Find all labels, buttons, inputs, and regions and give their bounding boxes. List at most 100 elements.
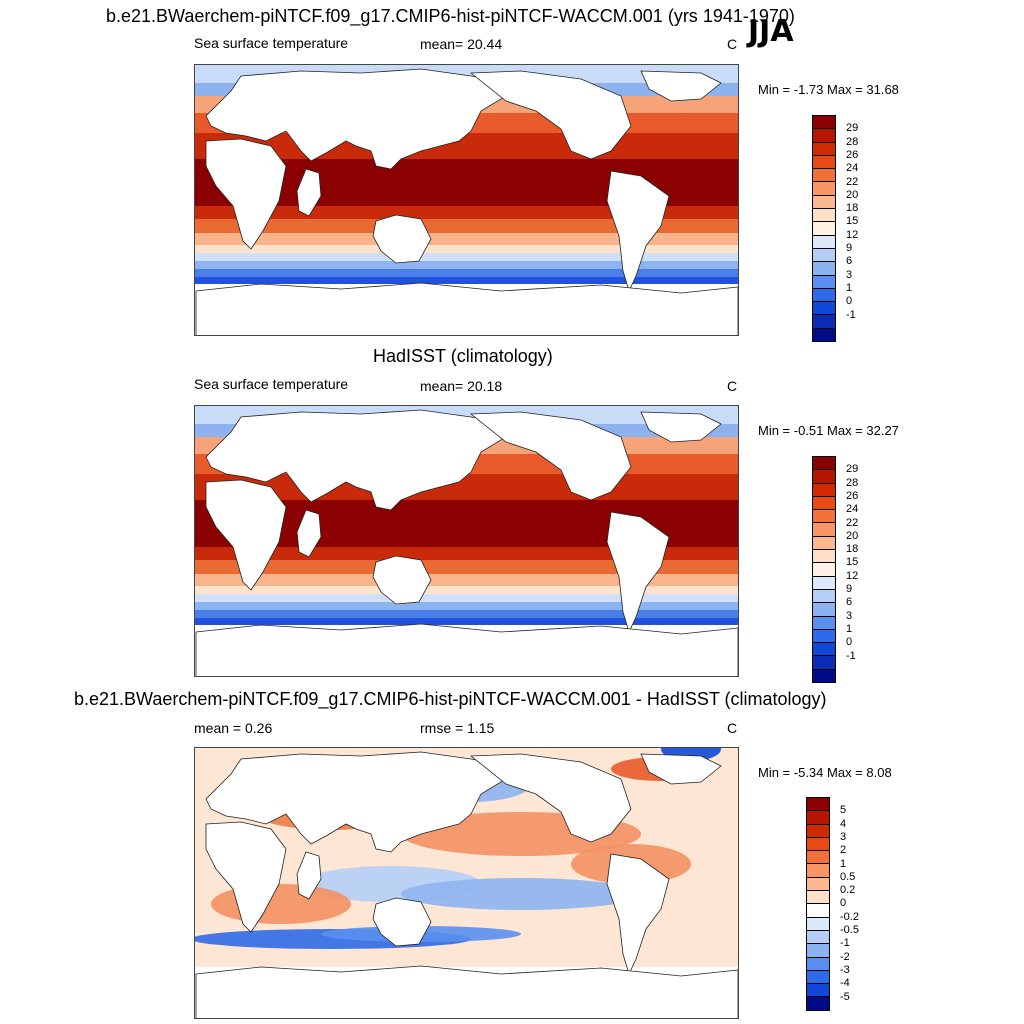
colorbar-tick-label: 0	[846, 295, 853, 308]
colorbar-tick-label: -0.5	[840, 924, 859, 936]
land-outline	[296, 168, 322, 217]
colorbar-swatch	[807, 864, 829, 878]
sst-band	[195, 133, 738, 159]
colorbar-tick-label: 15	[846, 215, 859, 228]
colorbar-tick-label: -3	[840, 963, 850, 976]
colorbar-tick-label: -5	[840, 990, 850, 1003]
colorbar-swatch	[813, 589, 835, 604]
land-outline	[195, 623, 738, 676]
colorbar-swatch	[807, 917, 829, 931]
sst-band	[195, 474, 738, 500]
panel2-variable-label: Sea surface temperature	[194, 376, 349, 392]
panel1-mean-label: mean= 20.44	[420, 36, 503, 52]
colorbar-swatch	[813, 603, 835, 617]
colorbar-tick-label: -1	[846, 308, 856, 321]
colorbar-tick-label: 0.2	[840, 884, 856, 897]
colorbar-swatch	[807, 877, 829, 892]
colorbar-swatch	[813, 275, 835, 289]
colorbar-tick-label: 5	[840, 804, 847, 817]
land-outline	[205, 821, 287, 933]
colorbar-swatch	[813, 669, 835, 684]
land-outline	[195, 965, 738, 1018]
sst-band	[195, 610, 738, 618]
colorbar-swatch	[807, 891, 829, 905]
colorbar-tick-label: 0	[840, 897, 847, 910]
sst-band	[195, 602, 738, 610]
sst-band	[195, 618, 738, 625]
colorbar-swatch	[813, 182, 835, 196]
land-outline	[372, 897, 432, 947]
panel1-variable-label: Sea surface temperature	[194, 35, 349, 51]
panel3-mean-label: mean = 0.26	[194, 720, 273, 736]
colorbar-tick-label: 1	[846, 281, 853, 294]
panel2-minmax: Min = -0.51 Max = 32.27	[758, 423, 899, 438]
colorbar-swatch	[807, 944, 829, 958]
colorbar-tick-label: -4	[840, 977, 850, 990]
land-outline	[606, 170, 670, 293]
panel2-map	[194, 405, 739, 677]
colorbar-swatch	[813, 288, 835, 303]
colorbar-tick-label: 20	[846, 529, 859, 542]
map-layer	[195, 406, 738, 676]
colorbar-swatch	[813, 643, 835, 657]
sst-band	[195, 574, 738, 586]
colorbar-tick-label: -1	[846, 649, 856, 662]
sst-band	[195, 206, 738, 219]
colorbar-swatch	[807, 837, 829, 852]
panel3-map	[194, 747, 739, 1019]
colorbar-tick-label: 6	[846, 255, 853, 268]
colorbar-swatch	[813, 328, 835, 343]
land-outline	[469, 753, 632, 843]
colorbar-swatch	[813, 116, 835, 130]
land-outline	[296, 509, 322, 558]
colorbar-tick-label: 28	[846, 476, 859, 489]
panel1-map	[194, 64, 739, 336]
colorbar-ramp	[806, 797, 830, 1011]
colorbar-swatch	[813, 563, 835, 577]
panel3-unit-label: C	[727, 720, 738, 736]
panel3-rmse-label: rmse = 1.15	[420, 720, 495, 736]
colorbar-tick-label: 22	[846, 175, 859, 188]
sst-band	[195, 586, 738, 594]
colorbar-swatch	[813, 483, 835, 497]
land-outline	[640, 753, 722, 785]
colorbar-tick-label: 26	[846, 148, 859, 161]
colorbar-tick-label: 2	[840, 844, 847, 857]
colorbar-tick-label: -2	[840, 950, 850, 963]
sst-band	[195, 245, 738, 253]
map-layer	[195, 748, 738, 1018]
land-outline	[469, 411, 632, 501]
panel3-title: b.e21.BWaerchem-piNTCF.f09_g17.CMIP6-his…	[74, 689, 827, 709]
colorbar-swatch	[807, 798, 829, 812]
colorbar-swatch	[813, 457, 835, 471]
colorbar-swatch	[807, 811, 829, 825]
colorbar-tick-label: 3	[846, 609, 853, 622]
colorbar-swatch	[813, 536, 835, 551]
sst-band	[195, 547, 738, 560]
land-outline	[195, 282, 738, 335]
land-outline	[205, 138, 287, 250]
colorbar-tick-label: 24	[846, 162, 859, 175]
land-outline	[205, 479, 287, 591]
colorbar-swatch	[807, 984, 829, 998]
colorbar-swatch	[813, 510, 835, 524]
land-outline	[606, 511, 670, 634]
colorbar-swatch	[813, 169, 835, 183]
colorbar-swatch	[813, 222, 835, 236]
colorbar-swatch	[813, 470, 835, 484]
panel1-title: b.e21.BWaerchem-piNTCF.f09_g17.CMIP6-his…	[106, 6, 795, 26]
map-layer	[195, 65, 738, 335]
colorbar-tick-label: 22	[846, 516, 859, 529]
colorbar-swatch	[807, 824, 829, 838]
colorbar-swatch	[813, 616, 835, 630]
colorbar-tick-label: 29	[846, 122, 859, 135]
colorbar-swatch	[813, 142, 835, 156]
panel1-minmax: Min = -1.73 Max = 31.68	[758, 82, 899, 97]
land-outline	[469, 70, 632, 160]
anomaly-region	[401, 878, 641, 910]
land-outline	[296, 851, 322, 900]
colorbar-ramp	[812, 456, 836, 684]
colorbar-tick-label: 29	[846, 463, 859, 476]
colorbar-tick-label: 1	[840, 857, 847, 870]
colorbar-swatch	[813, 656, 835, 670]
